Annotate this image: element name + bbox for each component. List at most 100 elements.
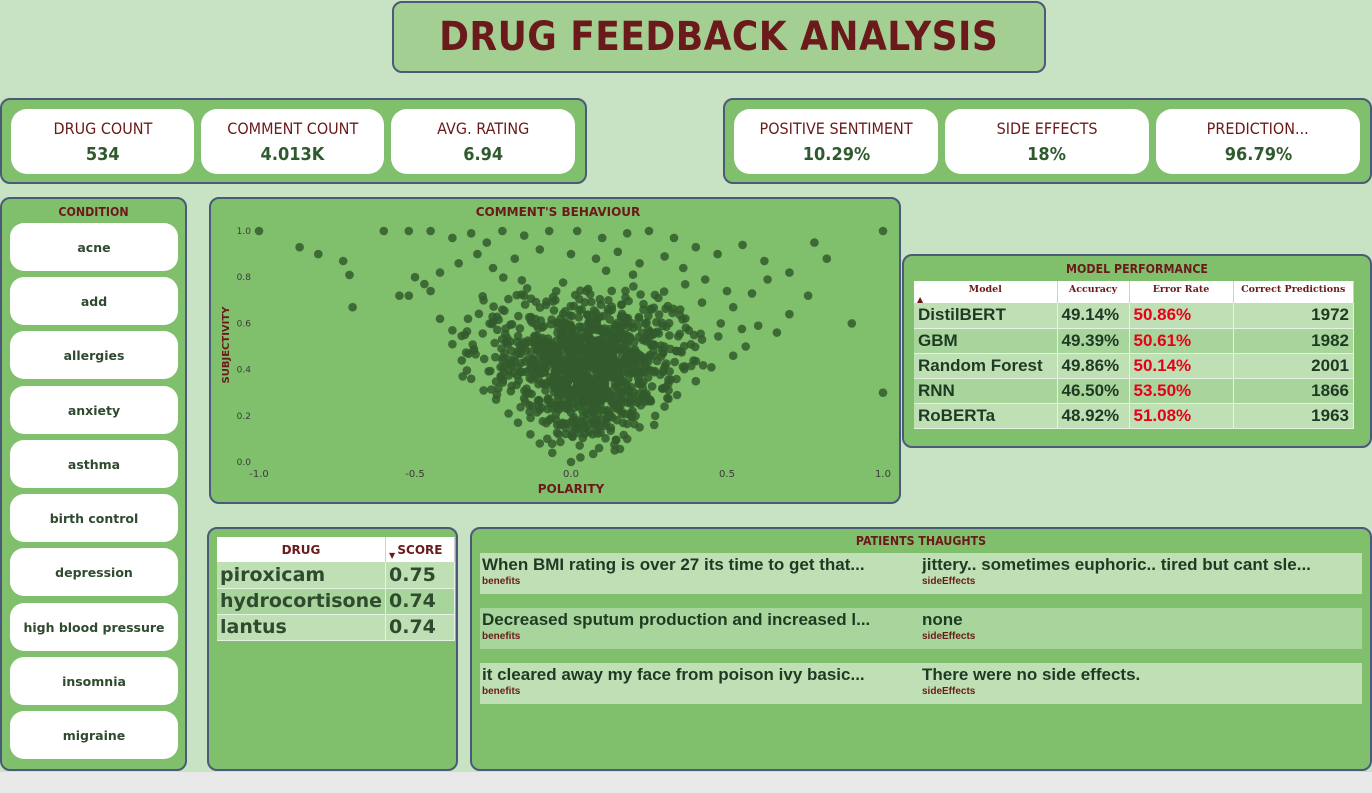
- thought-row[interactable]: Decreased sputum production and increase…: [480, 608, 1362, 649]
- scatter-point[interactable]: [646, 331, 655, 341]
- scatter-point[interactable]: [513, 418, 523, 427]
- scatter-point[interactable]: [345, 270, 354, 280]
- scatter-point[interactable]: [544, 226, 554, 236]
- scatter-point[interactable]: [599, 354, 609, 364]
- scatter-point[interactable]: [591, 254, 601, 263]
- scatter-point[interactable]: [504, 409, 513, 418]
- scatter-point[interactable]: [474, 309, 484, 319]
- scatter-point[interactable]: [621, 379, 630, 389]
- column-header-drug[interactable]: DRUG: [217, 537, 386, 562]
- scatter-point[interactable]: [553, 322, 563, 331]
- column-header-score[interactable]: SCORE ▼: [385, 537, 455, 562]
- scatter-point[interactable]: [484, 367, 493, 376]
- scatter-point[interactable]: [466, 374, 476, 384]
- scatter-point[interactable]: [548, 448, 557, 458]
- scatter-point[interactable]: [588, 449, 598, 459]
- thought-row[interactable]: it cleared away my face from poison ivy …: [480, 663, 1362, 704]
- scatter-point[interactable]: [556, 437, 565, 447]
- scatter-point[interactable]: [561, 429, 570, 439]
- scatter-point[interactable]: [625, 332, 634, 341]
- scatter-point[interactable]: [597, 233, 607, 243]
- scatter-point[interactable]: [504, 366, 514, 376]
- scatter-point[interactable]: [649, 303, 659, 312]
- scatter-point[interactable]: [338, 256, 348, 266]
- scatter-point[interactable]: [638, 352, 647, 362]
- scatter-point[interactable]: [707, 363, 716, 372]
- scatter-point[interactable]: [600, 393, 610, 403]
- scatter-point[interactable]: [810, 238, 819, 247]
- scatter-point[interactable]: [803, 291, 813, 300]
- table-row[interactable]: lantus 0.74: [217, 614, 455, 641]
- scatter-point[interactable]: [506, 320, 515, 329]
- scatter-point[interactable]: [700, 275, 710, 284]
- scatter-point[interactable]: [644, 226, 654, 236]
- scatter-point[interactable]: [662, 322, 671, 331]
- scatter-point[interactable]: [645, 350, 655, 360]
- scatter-point[interactable]: [878, 226, 888, 236]
- scatter-point[interactable]: [607, 286, 616, 296]
- column-header-accuracy[interactable]: Accuracy: [1057, 281, 1130, 303]
- scatter-point[interactable]: [541, 300, 551, 310]
- scatter-point[interactable]: [448, 233, 457, 243]
- scatter-point[interactable]: [517, 276, 527, 285]
- scatter-point[interactable]: [668, 308, 677, 318]
- scatter-point[interactable]: [658, 384, 667, 393]
- scatter-point[interactable]: [589, 384, 598, 393]
- scatter-point[interactable]: [515, 324, 525, 333]
- scatter-point[interactable]: [583, 352, 592, 361]
- scatter-point[interactable]: [672, 374, 681, 384]
- table-row[interactable]: GBM 49.39% 50.61% 1982: [914, 328, 1354, 354]
- scatter-point[interactable]: [569, 301, 579, 311]
- scatter-point[interactable]: [533, 396, 543, 405]
- scatter-point[interactable]: [534, 324, 543, 333]
- scatter-point[interactable]: [348, 302, 357, 312]
- scatter-point[interactable]: [660, 402, 669, 411]
- scatter-point[interactable]: [822, 254, 832, 263]
- kpi-card-avg-rating[interactable]: AVG. RATING 6.94: [391, 109, 575, 174]
- scatter-point[interactable]: [578, 412, 588, 421]
- thought-row[interactable]: When BMI rating is over 27 its time to g…: [480, 553, 1362, 594]
- scatter-point[interactable]: [526, 337, 535, 346]
- scatter-point[interactable]: [502, 337, 511, 347]
- scatter-point[interactable]: [574, 313, 584, 322]
- kpi-card-side-effects[interactable]: SIDE EFFECTS 18%: [945, 109, 1149, 174]
- scatter-point[interactable]: [649, 420, 659, 430]
- scatter-point[interactable]: [697, 335, 707, 344]
- scatter-point[interactable]: [650, 367, 659, 377]
- condition-item[interactable]: migraine: [10, 711, 178, 759]
- scatter-point[interactable]: [567, 311, 577, 321]
- column-header-error-rate[interactable]: Error Rate: [1129, 281, 1234, 303]
- scatter-point[interactable]: [564, 371, 573, 380]
- scatter-point[interactable]: [644, 311, 653, 321]
- scatter-point[interactable]: [510, 254, 520, 263]
- scatter-point[interactable]: [635, 423, 644, 432]
- scatter-point[interactable]: [599, 311, 608, 321]
- scatter-point[interactable]: [531, 297, 541, 307]
- scatter-point[interactable]: [582, 330, 592, 340]
- scatter-point[interactable]: [535, 439, 545, 448]
- scatter-point[interactable]: [526, 360, 536, 370]
- scatter-point[interactable]: [584, 372, 593, 381]
- scatter-point[interactable]: [629, 282, 638, 291]
- scatter-point[interactable]: [622, 419, 632, 429]
- scatter-point[interactable]: [847, 319, 857, 328]
- scatter-point[interactable]: [547, 338, 556, 348]
- scatter-point[interactable]: [737, 324, 747, 334]
- table-row[interactable]: piroxicam 0.75: [217, 562, 455, 589]
- scatter-point[interactable]: [404, 226, 414, 236]
- scatter-point[interactable]: [722, 286, 732, 296]
- scatter-point[interactable]: [551, 384, 561, 393]
- scatter-point[interactable]: [513, 371, 522, 380]
- column-header-correct-predictions[interactable]: Correct Predictions: [1233, 281, 1354, 303]
- scatter-point[interactable]: [595, 375, 604, 385]
- scatter-plot[interactable]: COMMENT'S BEHAVIOUR -1.0 -0.5 0.0 0.5 1.0 0.…: [211, 199, 899, 502]
- scatter-point[interactable]: [664, 375, 673, 384]
- scatter-point[interactable]: [618, 396, 628, 406]
- scatter-point[interactable]: [582, 286, 591, 296]
- scatter-point[interactable]: [469, 344, 479, 354]
- scatter-point[interactable]: [426, 286, 435, 296]
- scatter-point[interactable]: [463, 314, 473, 324]
- scatter-point[interactable]: [600, 324, 609, 333]
- condition-item[interactable]: insomnia: [10, 657, 178, 705]
- scatter-point[interactable]: [575, 294, 584, 304]
